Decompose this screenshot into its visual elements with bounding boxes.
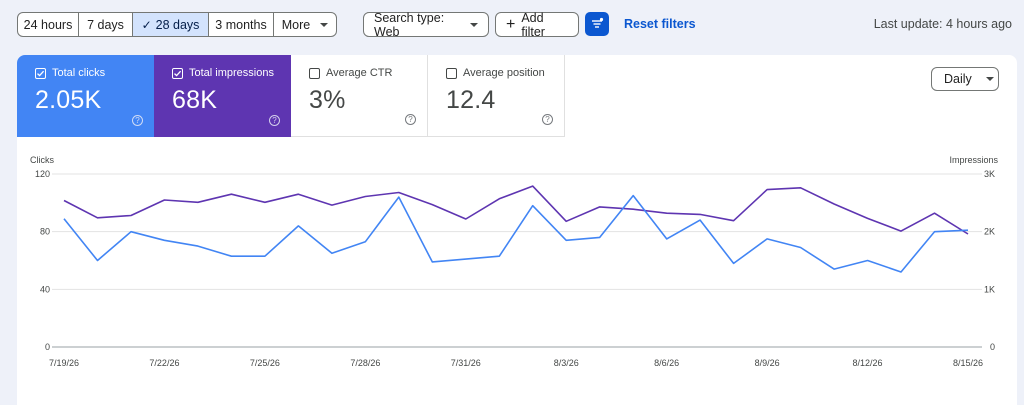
metric-value: 3% <box>309 86 346 114</box>
filter-settings-button[interactable] <box>585 12 609 36</box>
left-tick-label: 40 <box>40 284 50 294</box>
add-filter-button[interactable]: + Add filter <box>495 10 579 39</box>
checkbox-unchecked-icon[interactable] <box>309 67 320 79</box>
help-icon[interactable]: ? <box>542 114 553 125</box>
chart-axis-labels: 0 0 40 1K 80 2K 120 3K Clicks Impressions 7/19/26 7… <box>30 155 999 368</box>
performance-chart: 0 0 40 1K 80 2K 120 3K Clicks Impressions 7/19/26 7… <box>30 155 999 368</box>
left-tick-label: 0 <box>45 342 50 352</box>
range-label: 28 days <box>155 17 200 32</box>
right-tick-label: 3K <box>984 169 995 179</box>
check-icon: ✓ <box>141 17 152 32</box>
left-axis-title: Clicks <box>30 155 54 165</box>
x-tick-label: 8/3/26 <box>554 358 579 368</box>
plus-icon: + <box>506 15 516 33</box>
metric-total-clicks[interactable]: Total clicks 2.05K ? <box>17 55 154 137</box>
x-tick-label: 8/15/26 <box>953 358 983 368</box>
help-icon[interactable]: ? <box>405 114 416 125</box>
x-tick-label: 7/31/26 <box>451 358 481 368</box>
caret-down-icon <box>985 77 994 81</box>
checkbox-checked-icon[interactable] <box>172 67 183 79</box>
range-label: 3 months <box>215 17 267 32</box>
metric-label: Total clicks <box>52 67 106 79</box>
last-update-text: Last update: 4 hours ago <box>873 17 1012 31</box>
add-filter-label: Add filter <box>521 10 545 39</box>
right-tick-label: 2K <box>984 227 995 237</box>
range-24-hours[interactable]: 24 hours <box>18 13 79 36</box>
left-tick-label: 80 <box>40 227 50 237</box>
metric-value: 68K <box>172 86 218 114</box>
metric-value: 2.05K <box>35 86 102 114</box>
metric-label: Average position <box>463 67 545 79</box>
chart-grid <box>52 173 982 348</box>
x-tick-label: 7/19/26 <box>49 358 79 368</box>
x-tick-label: 8/6/26 <box>654 358 679 368</box>
metric-value: 12.4 <box>446 86 496 114</box>
left-tick-label: 120 <box>35 169 50 179</box>
x-tick-label: 7/28/26 <box>350 358 380 368</box>
caret-down-icon <box>320 22 329 27</box>
help-icon[interactable]: ? <box>269 115 280 126</box>
metric-average-position[interactable]: Average position 12.4 ? <box>428 55 565 137</box>
right-tick-label: 0 <box>990 342 995 352</box>
x-tick-label: 8/9/26 <box>755 358 780 368</box>
granularity-dropdown[interactable]: Daily <box>931 67 999 91</box>
checkbox-unchecked-icon[interactable] <box>446 67 457 79</box>
metric-label: Total impressions <box>189 67 274 79</box>
range-label: 7 days <box>87 17 124 32</box>
range-28-days[interactable]: ✓ 28 days <box>133 13 209 36</box>
series-line-impressions <box>63 185 969 235</box>
x-tick-label: 7/25/26 <box>250 358 280 368</box>
series-line-clicks <box>63 194 969 273</box>
performance-card: Total clicks 2.05K ? Total impressions 6… <box>17 55 1017 405</box>
range-label: 24 hours <box>23 17 73 32</box>
toolbar: 24 hours 7 days ✓ 28 days 3 months More … <box>17 10 1012 39</box>
metric-label: Average CTR <box>326 67 393 79</box>
range-7-days[interactable]: 7 days <box>79 13 133 36</box>
date-range-selector: 24 hours 7 days ✓ 28 days 3 months More <box>17 12 337 37</box>
metric-total-impressions[interactable]: Total impressions 68K ? <box>154 55 291 137</box>
search-type-filter[interactable]: Search type: Web <box>363 10 489 39</box>
caret-down-icon <box>470 22 478 27</box>
right-tick-label: 1K <box>984 284 995 294</box>
more-dropdown[interactable]: More <box>274 13 336 36</box>
x-tick-label: 8/12/26 <box>853 358 883 368</box>
range-3-months[interactable]: 3 months <box>209 13 274 36</box>
checkbox-checked-icon[interactable] <box>35 67 46 79</box>
search-type-label: Search type: Web <box>374 10 445 39</box>
filter-lines-icon <box>592 17 604 28</box>
chart-lines <box>63 185 969 273</box>
more-label: More <box>281 17 311 32</box>
metric-average-ctr[interactable]: Average CTR 3% ? <box>291 55 428 137</box>
help-icon[interactable]: ? <box>132 115 143 126</box>
granularity-label: Daily <box>944 72 972 86</box>
right-axis-title: Impressions <box>949 155 998 165</box>
reset-filters-link[interactable]: Reset filters <box>624 17 696 31</box>
x-tick-label: 7/22/26 <box>149 358 179 368</box>
